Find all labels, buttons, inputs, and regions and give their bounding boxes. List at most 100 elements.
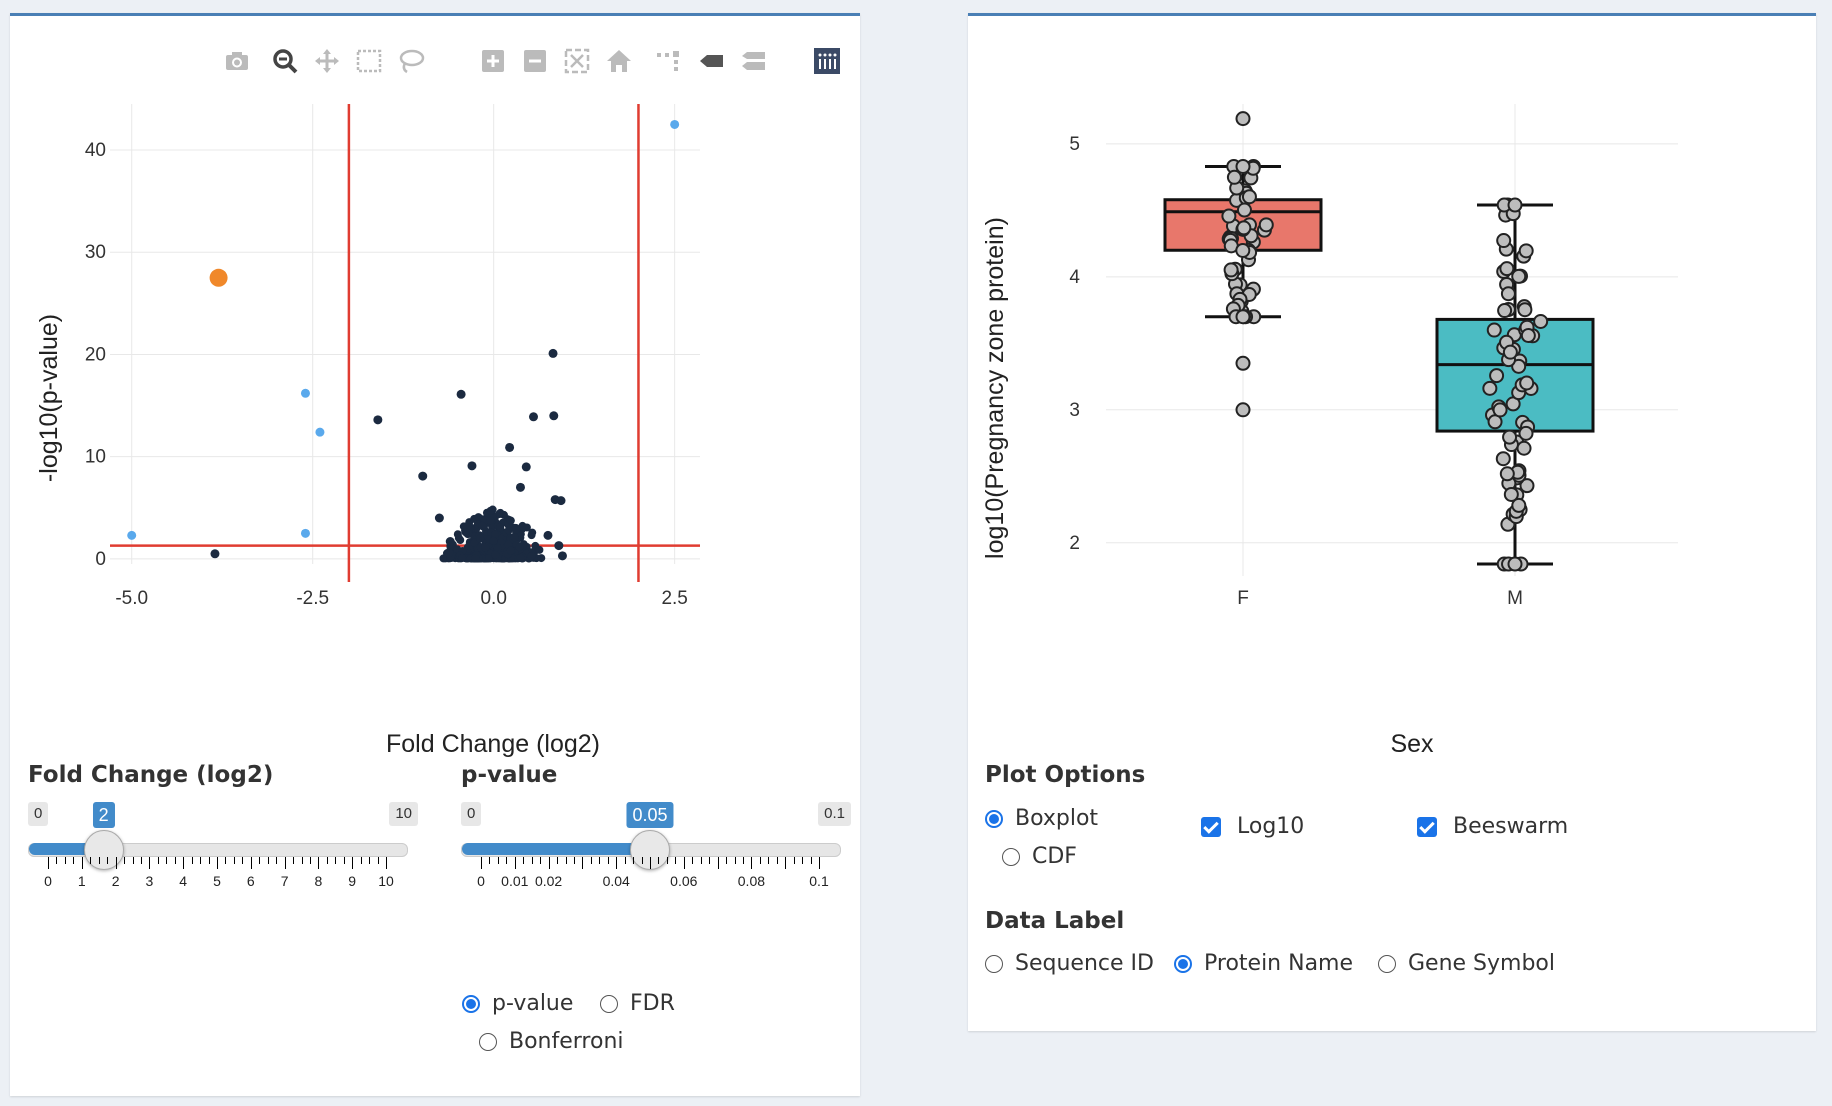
box-select-icon[interactable] <box>352 44 386 78</box>
plot-type-option-boxplot[interactable]: Boxplot <box>985 806 1098 831</box>
data-point[interactable] <box>476 534 485 543</box>
beeswarm-point[interactable] <box>1235 402 1251 418</box>
data-point[interactable] <box>522 523 531 532</box>
beeswarm-point[interactable] <box>1236 202 1252 218</box>
lasso-select-icon[interactable] <box>394 44 428 78</box>
data-label-option-gene-symbol[interactable]: Gene Symbol <box>1378 951 1555 976</box>
beeswarm-point[interactable] <box>1519 478 1535 494</box>
data-point[interactable] <box>516 553 525 562</box>
beeswarm-point[interactable] <box>1235 309 1251 325</box>
data-point[interactable] <box>478 521 487 530</box>
data-point[interactable] <box>495 510 504 519</box>
volcano-plot[interactable]: 0 10 20 30 40 -5.0 -2.5 0.0 2.5 Fold Change (lo… <box>10 16 860 776</box>
data-point[interactable] <box>461 528 470 537</box>
data-point[interactable] <box>489 536 498 545</box>
beeswarm-point[interactable] <box>1235 355 1251 371</box>
data-point[interactable] <box>670 119 680 129</box>
beeswarm-point[interactable] <box>1495 451 1511 467</box>
data-point[interactable] <box>515 482 525 492</box>
plot-type-option-cdf[interactable]: CDF <box>1002 844 1077 869</box>
data-point[interactable] <box>315 427 325 437</box>
beeswarm-point[interactable] <box>1507 556 1523 572</box>
data-point[interactable] <box>554 541 564 551</box>
beeswarm-point[interactable] <box>1486 322 1502 338</box>
data-point[interactable] <box>528 412 538 422</box>
data-point[interactable] <box>535 545 544 554</box>
data-point[interactable] <box>209 268 228 287</box>
p-value-slider[interactable]: 0 0.1 0.05 0 0.01 0.02 0.04 0.06 0.08 0.1 <box>461 802 851 912</box>
data-point[interactable] <box>486 506 495 515</box>
data-point[interactable] <box>549 411 559 421</box>
beeswarm-point[interactable] <box>1519 375 1535 391</box>
data-point[interactable] <box>481 543 490 552</box>
data-point[interactable] <box>458 554 467 563</box>
data-point[interactable] <box>506 516 515 525</box>
data-point[interactable] <box>527 552 536 561</box>
beeswarm-checkbox[interactable]: Beeswarm <box>1417 814 1568 839</box>
hover-compare-icon[interactable] <box>736 44 770 78</box>
data-point[interactable] <box>467 461 477 471</box>
data-point[interactable] <box>484 554 493 563</box>
data-point[interactable] <box>515 543 524 552</box>
beeswarm-point[interactable] <box>1235 111 1251 127</box>
p-method-option-pvalue[interactable]: p-value <box>462 991 573 1016</box>
data-point[interactable] <box>527 531 536 540</box>
beeswarm-point[interactable] <box>1500 286 1516 302</box>
beeswarm-point[interactable] <box>1503 486 1519 502</box>
log10-checkbox[interactable]: Log10 <box>1201 814 1304 839</box>
data-point[interactable] <box>373 415 383 425</box>
data-point[interactable] <box>127 530 137 540</box>
radio-button[interactable] <box>600 994 618 1013</box>
beeswarm-point[interactable] <box>1223 262 1239 278</box>
data-point[interactable] <box>300 528 310 538</box>
data-point[interactable] <box>506 546 515 555</box>
beeswarm-point[interactable] <box>1516 440 1532 456</box>
p-method-option-fdr[interactable]: FDR <box>600 991 675 1016</box>
data-label-option-protein-name[interactable]: Protein Name <box>1174 951 1353 976</box>
zoom-out-icon[interactable] <box>518 44 552 78</box>
data-point[interactable] <box>512 525 521 534</box>
beeswarm-point[interactable] <box>1517 302 1533 318</box>
beeswarm-point[interactable] <box>1236 220 1252 236</box>
radio-button[interactable] <box>985 954 1003 973</box>
beeswarm-point[interactable] <box>1496 233 1512 249</box>
beeswarm-point[interactable] <box>1258 217 1274 233</box>
hover-closest-icon[interactable] <box>694 44 728 78</box>
beeswarm-point[interactable] <box>1511 497 1527 513</box>
data-point[interactable] <box>543 530 553 540</box>
radio-button[interactable] <box>479 1032 497 1051</box>
data-point[interactable] <box>439 554 448 563</box>
plotly-logo-icon[interactable] <box>810 44 844 78</box>
data-point[interactable] <box>491 550 500 559</box>
reset-axes-icon[interactable] <box>602 44 636 78</box>
beeswarm-point[interactable] <box>1221 208 1237 224</box>
beeswarm-point[interactable] <box>1241 189 1257 205</box>
radio-button[interactable] <box>985 809 1003 828</box>
radio-button[interactable] <box>1378 954 1396 973</box>
data-point[interactable] <box>445 537 455 547</box>
zoom-icon[interactable] <box>268 44 302 78</box>
beeswarm-point[interactable] <box>1511 268 1527 284</box>
data-point[interactable] <box>210 549 220 559</box>
beeswarm-point[interactable] <box>1518 243 1534 259</box>
checkbox-checked[interactable] <box>1201 816 1221 837</box>
boxplot-chart[interactable]: 2 3 4 5 F M Sex log10(Pregnancy zone protein… <box>968 16 1816 776</box>
data-point[interactable] <box>557 551 567 561</box>
data-point[interactable] <box>471 554 480 563</box>
p-method-option-bonferroni[interactable]: Bonferroni <box>479 1029 624 1054</box>
beeswarm-point[interactable] <box>1482 380 1498 396</box>
beeswarm-point[interactable] <box>1520 328 1536 344</box>
radio-button[interactable] <box>1174 954 1192 973</box>
data-point[interactable] <box>444 548 454 558</box>
pan-icon[interactable] <box>310 44 344 78</box>
data-point[interactable] <box>521 462 531 472</box>
beeswarm-point[interactable] <box>1499 261 1515 277</box>
data-point[interactable] <box>493 544 502 553</box>
data-point[interactable] <box>491 530 500 539</box>
beeswarm-point[interactable] <box>1533 313 1549 329</box>
checkbox-checked[interactable] <box>1417 816 1437 837</box>
beeswarm-point[interactable] <box>1502 344 1518 360</box>
beeswarm-point[interactable] <box>1497 303 1513 319</box>
data-point[interactable] <box>456 536 465 545</box>
beeswarm-point[interactable] <box>1235 242 1251 258</box>
